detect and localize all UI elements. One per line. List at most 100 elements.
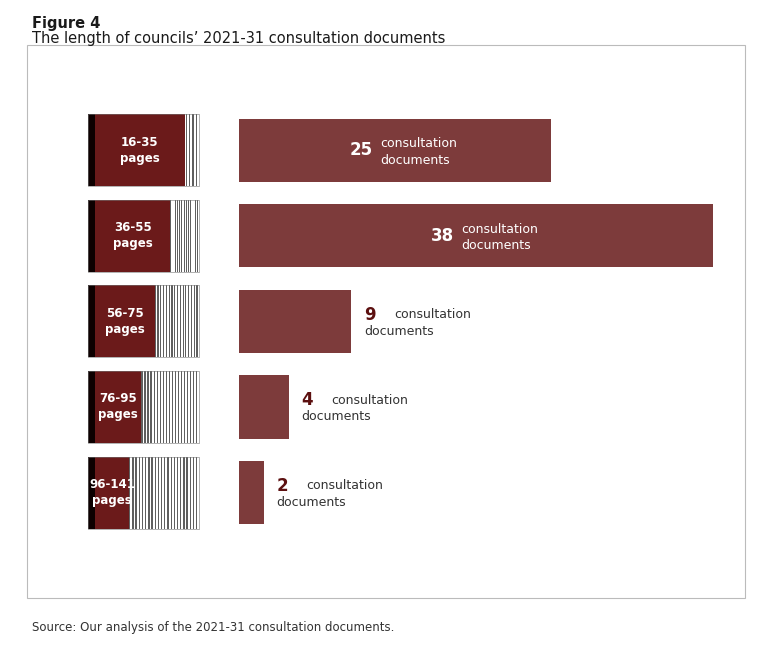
Bar — [177, 457, 178, 528]
Bar — [175, 200, 176, 272]
Bar — [181, 371, 182, 443]
Bar — [170, 457, 172, 528]
Bar — [185, 286, 187, 357]
Bar — [151, 457, 153, 528]
Bar — [239, 119, 551, 182]
Bar — [180, 286, 181, 357]
Bar — [167, 457, 169, 528]
Bar — [177, 286, 178, 357]
Bar — [148, 457, 150, 528]
Text: documents: documents — [380, 154, 450, 167]
Text: 16-35
pages: 16-35 pages — [120, 136, 160, 165]
Bar — [179, 200, 180, 272]
Bar — [166, 286, 167, 357]
Bar — [88, 200, 199, 272]
Text: 25: 25 — [350, 141, 373, 159]
Bar — [195, 200, 196, 272]
Bar — [147, 371, 149, 443]
Bar — [180, 457, 181, 528]
Bar — [171, 286, 173, 357]
Bar — [185, 114, 199, 186]
Bar — [166, 371, 167, 443]
Bar — [88, 371, 95, 443]
Bar — [190, 371, 191, 443]
Text: 36-55
pages: 36-55 pages — [113, 222, 153, 250]
Bar — [196, 457, 197, 528]
Bar — [174, 457, 175, 528]
Bar — [193, 200, 194, 272]
Bar — [175, 371, 176, 443]
Text: 76-95
pages: 76-95 pages — [98, 393, 138, 421]
Bar — [88, 457, 199, 528]
Bar — [132, 457, 134, 528]
Bar — [170, 200, 199, 272]
Bar — [95, 457, 129, 528]
Bar — [177, 200, 178, 272]
Bar — [239, 375, 289, 439]
Bar — [95, 286, 154, 357]
Bar — [188, 286, 189, 357]
Bar — [88, 114, 199, 186]
Bar — [154, 286, 156, 357]
Bar — [151, 371, 152, 443]
Bar — [88, 286, 199, 357]
Bar — [193, 371, 194, 443]
Text: documents: documents — [302, 410, 371, 423]
Bar — [139, 457, 140, 528]
Bar — [88, 114, 95, 186]
Bar — [190, 200, 191, 272]
Text: 38: 38 — [431, 227, 454, 245]
Bar — [163, 286, 164, 357]
Bar — [169, 371, 170, 443]
Text: consultation: consultation — [306, 479, 384, 492]
Text: The length of councils’ 2021-31 consultation documents: The length of councils’ 2021-31 consulta… — [32, 31, 445, 46]
Bar — [160, 371, 161, 443]
Bar — [170, 200, 171, 272]
Bar — [164, 457, 165, 528]
Bar — [157, 286, 159, 357]
Bar — [196, 371, 197, 443]
Text: 4: 4 — [302, 391, 313, 410]
Bar — [145, 457, 147, 528]
Text: Source: Our analysis of the 2021-31 consultation documents.: Source: Our analysis of the 2021-31 cons… — [32, 621, 395, 634]
Text: documents: documents — [364, 325, 433, 338]
Bar — [239, 461, 263, 524]
Bar — [191, 286, 192, 357]
Bar — [142, 457, 143, 528]
Bar — [157, 371, 158, 443]
Bar — [163, 371, 164, 443]
Bar — [193, 457, 194, 528]
Bar — [141, 371, 199, 443]
Bar — [88, 457, 95, 528]
Bar — [129, 457, 131, 528]
Bar — [129, 457, 199, 528]
Bar — [169, 286, 170, 357]
Text: Figure 4: Figure 4 — [32, 16, 101, 31]
Bar — [144, 371, 146, 443]
Bar — [172, 371, 173, 443]
Bar — [183, 286, 184, 357]
Text: 9: 9 — [364, 306, 376, 324]
Bar — [88, 286, 95, 357]
Text: consultation: consultation — [380, 137, 457, 150]
Bar — [141, 371, 143, 443]
Bar — [88, 371, 199, 443]
Bar — [95, 371, 141, 443]
Text: consultation: consultation — [394, 308, 471, 321]
Bar — [154, 457, 156, 528]
Bar — [188, 200, 189, 272]
Bar — [239, 204, 713, 267]
Bar — [154, 286, 199, 357]
Text: documents: documents — [276, 496, 346, 509]
Bar — [95, 114, 185, 186]
Bar — [157, 457, 159, 528]
Text: 2: 2 — [276, 477, 288, 495]
Bar — [190, 457, 191, 528]
Text: 96-141
pages: 96-141 pages — [89, 478, 135, 507]
Text: documents: documents — [462, 239, 531, 252]
Bar — [95, 200, 170, 272]
Text: consultation: consultation — [332, 394, 409, 407]
Text: 56-75
pages: 56-75 pages — [105, 307, 145, 336]
Bar — [181, 200, 182, 272]
Bar — [239, 290, 351, 353]
